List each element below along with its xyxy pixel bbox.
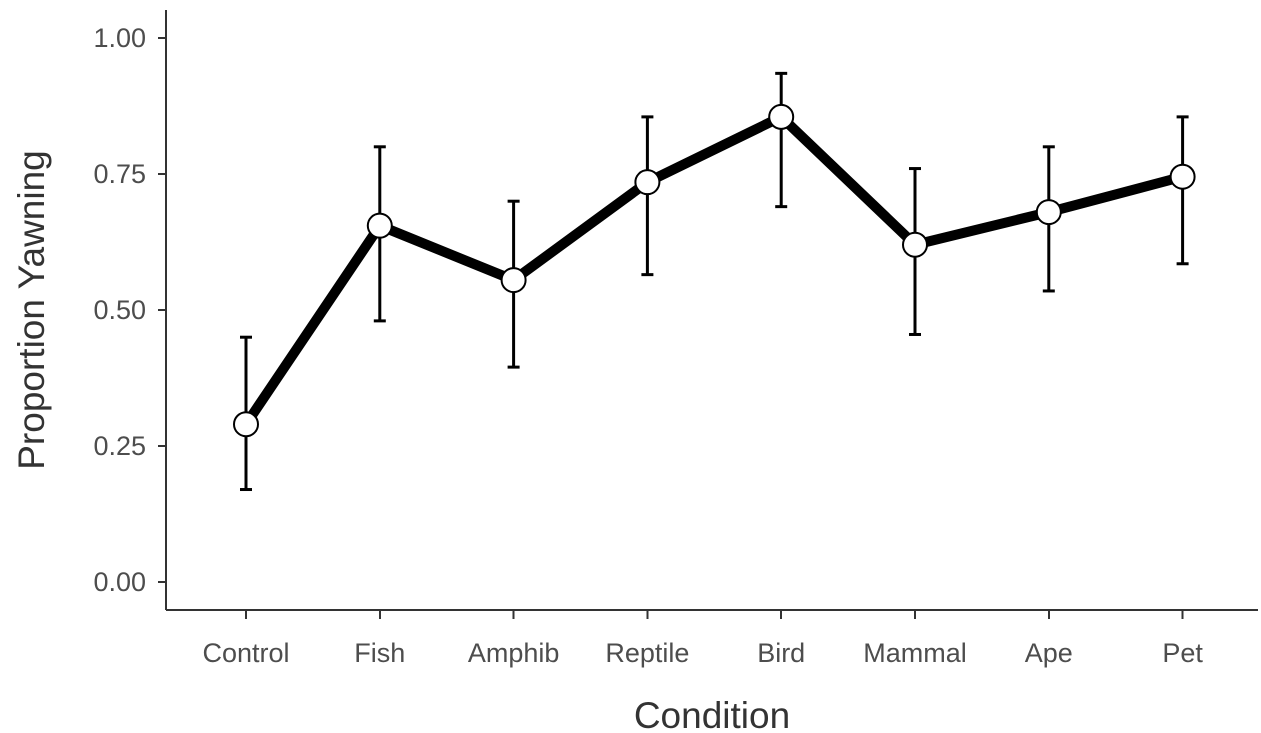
- data-point: [634, 169, 661, 196]
- data-point: [1035, 199, 1062, 226]
- x-tick-label: Pet: [1162, 638, 1203, 668]
- x-axis-title: Condition: [634, 695, 790, 733]
- data-point: [902, 231, 928, 258]
- data-point: [500, 267, 527, 294]
- x-tick-label: Mammal: [863, 638, 967, 668]
- axes: [165, 10, 1258, 611]
- data-point: [233, 411, 259, 438]
- x-tick-label: Fish: [354, 638, 405, 668]
- series-line: [241, 111, 1188, 430]
- data-point: [366, 212, 393, 239]
- error-bars: [240, 71, 1189, 492]
- data-point: [768, 103, 795, 130]
- y-tick-label: 0.25: [93, 431, 146, 461]
- y-ticks: 0.00 0.25 0.50 0.75 1.00: [93, 23, 166, 597]
- error-bar: [1176, 115, 1189, 266]
- y-tick-label: 0.00: [93, 567, 146, 597]
- y-tick-label: 0.75: [93, 159, 146, 189]
- y-axis-title: Proportion Yawning: [11, 150, 52, 470]
- error-bar: [775, 71, 788, 209]
- data-points: [233, 103, 1196, 438]
- data-point: [1169, 163, 1196, 190]
- y-tick-label: 0.50: [93, 295, 146, 325]
- error-bar: [641, 115, 654, 277]
- y-tick-label: 1.00: [93, 23, 146, 53]
- x-tick-label: Ape: [1025, 638, 1073, 668]
- x-tick-label: Amphib: [468, 638, 560, 668]
- x-tick-label: Bird: [757, 638, 805, 668]
- x-tick-label: Control: [202, 638, 289, 668]
- x-ticks: Control Fish Amphib Reptile Bird Mammal Ape Pet: [202, 610, 1203, 668]
- x-tick-label: Reptile: [605, 638, 689, 668]
